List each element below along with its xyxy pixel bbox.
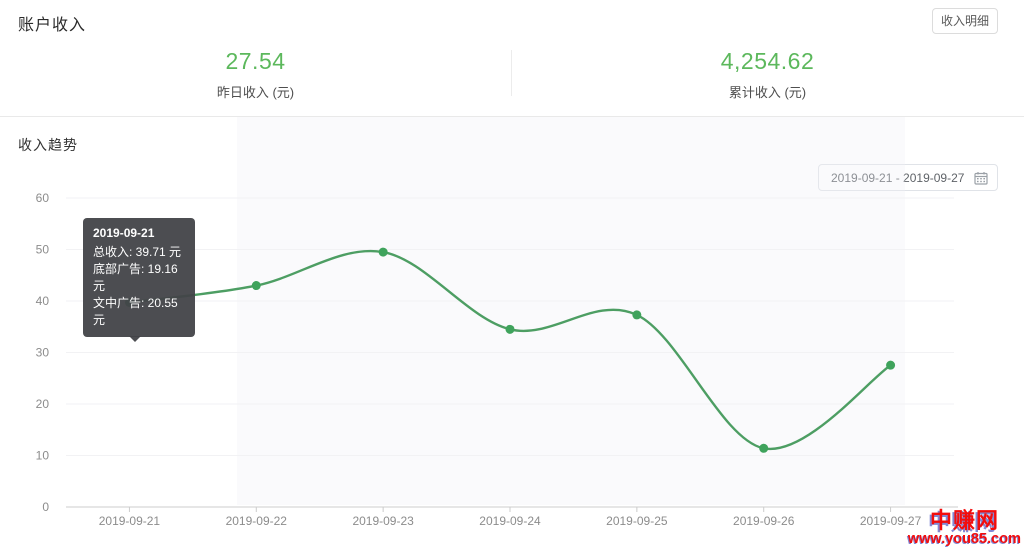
tooltip-line-total: 总收入: 39.71 元: [93, 245, 182, 260]
svg-text:60: 60: [36, 191, 50, 205]
svg-text:30: 30: [36, 346, 50, 360]
income-details-button[interactable]: 收入明细: [931, 8, 998, 34]
stat-yesterday-income: 27.54 昨日收入 (元): [0, 48, 511, 101]
svg-text:2019-09-23: 2019-09-23: [352, 514, 414, 528]
stats-divider: [511, 50, 512, 96]
svg-text:2019-09-22: 2019-09-22: [226, 514, 288, 528]
calendar-icon[interactable]: [974, 171, 988, 185]
svg-text:0: 0: [42, 500, 49, 514]
date-range-picker[interactable]: 2019-09-21 - 2019-09-27: [818, 164, 998, 191]
stats-row: 27.54 昨日收入 (元) 4,254.62 累计收入 (元): [0, 48, 1024, 101]
tooltip-arrow: [129, 336, 141, 343]
tooltip-date: 2019-09-21: [93, 226, 155, 240]
stat-total-income: 4,254.62 累计收入 (元): [511, 48, 1024, 101]
yesterday-income-value: 27.54: [225, 48, 286, 74]
watermark-site-url: www.you85.com: [907, 531, 1021, 548]
trend-section-title: 收入趋势: [18, 137, 78, 153]
svg-text:2019-09-26: 2019-09-26: [733, 514, 795, 528]
total-income-value: 4,254.62: [720, 48, 815, 74]
date-range-value: 2019-09-21 - 2019-09-27: [831, 170, 965, 185]
chart-tooltip: 2019-09-21 总收入: 39.71 元 底部广告: 19.16 元 文中…: [83, 218, 195, 343]
yesterday-income-label: 昨日收入 (元): [216, 85, 295, 100]
svg-text:10: 10: [36, 449, 50, 463]
svg-text:2019-09-27: 2019-09-27: [860, 514, 922, 528]
svg-text:40: 40: [36, 294, 50, 308]
watermark: 中赚网 www.you85.com: [907, 507, 1021, 548]
page-title: 账户收入: [18, 17, 87, 34]
svg-text:2019-09-21: 2019-09-21: [99, 514, 161, 528]
svg-text:2019-09-25: 2019-09-25: [606, 514, 668, 528]
watermark-site-name: 中赚网: [929, 507, 999, 533]
tooltip-line-inline-ad: 文中广告: 20.55 元: [93, 296, 178, 328]
svg-text:20: 20: [36, 397, 50, 411]
svg-text:2019-09-24: 2019-09-24: [479, 514, 541, 528]
section-divider: [0, 116, 1024, 117]
total-income-label: 累计收入 (元): [728, 85, 807, 100]
svg-text:50: 50: [36, 243, 50, 257]
tooltip-line-bottom-ad: 底部广告: 19.16 元: [93, 262, 178, 294]
